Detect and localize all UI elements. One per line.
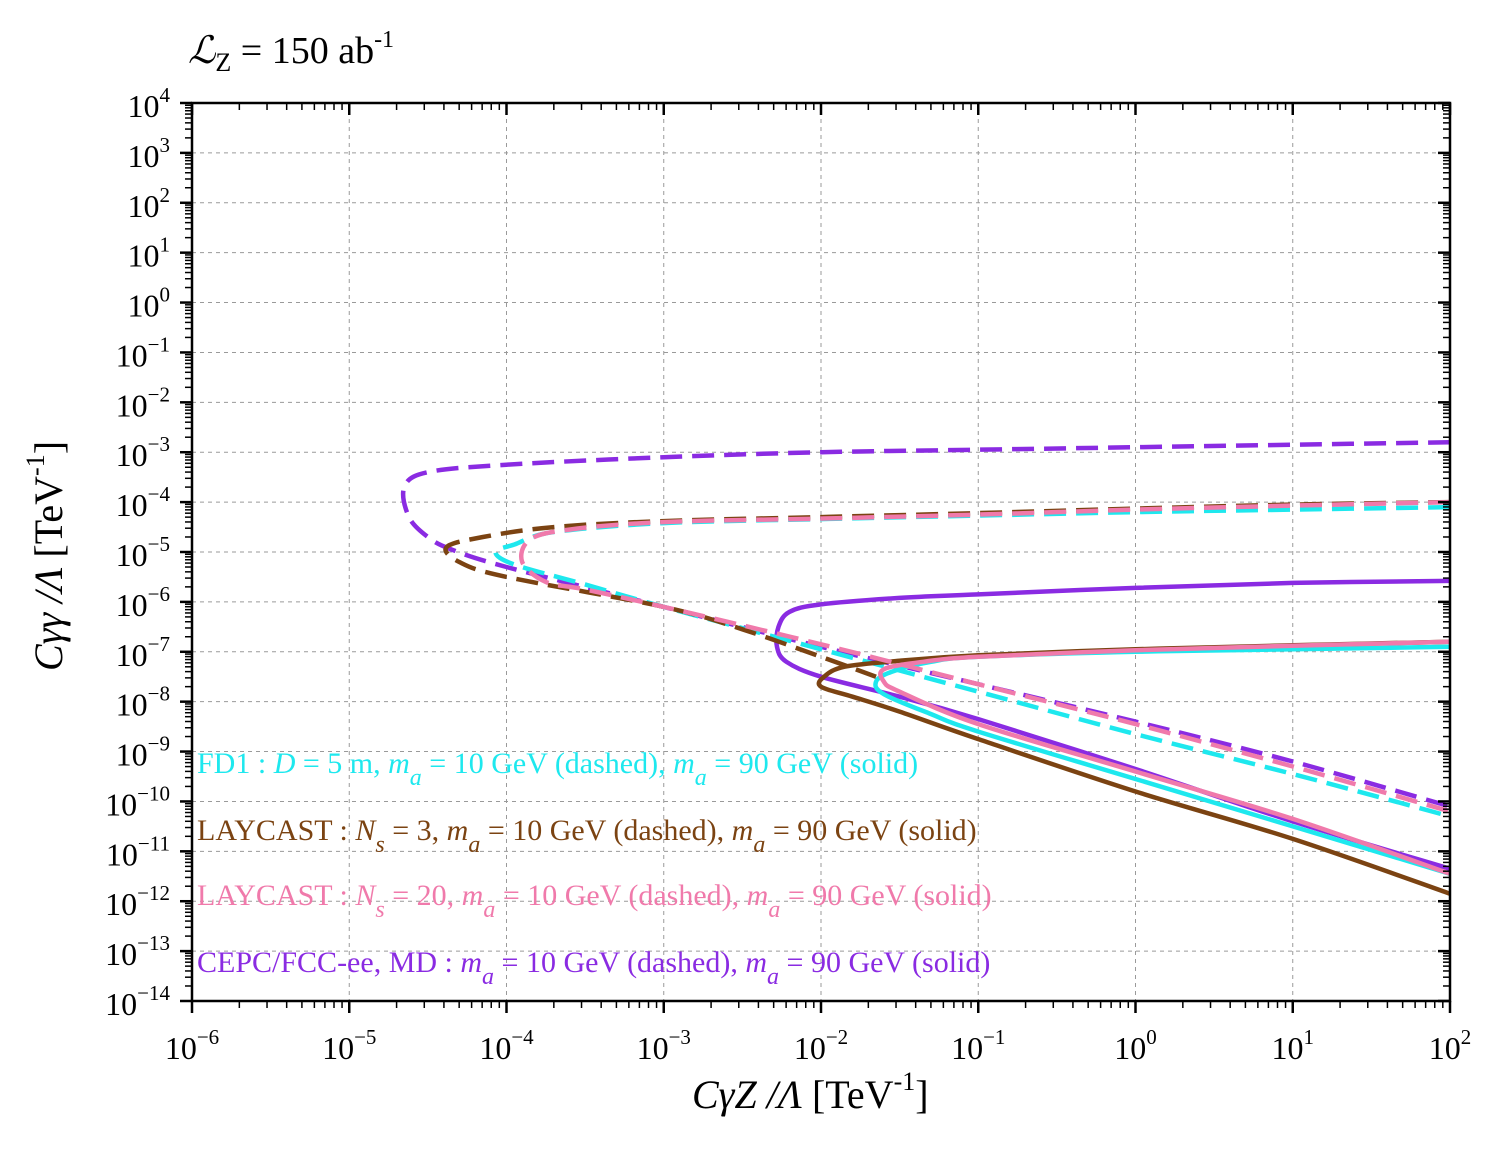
x-axis-label-unit: [TeV <box>802 1072 894 1117</box>
series-line-7 <box>878 639 1451 876</box>
x-axis-label-close: ] <box>915 1072 928 1117</box>
x-tick-label: 100 <box>1114 1025 1157 1066</box>
y-tick-label: 10−5 <box>116 532 170 573</box>
series-line-4 <box>443 499 1451 679</box>
y-tick-label: 10−2 <box>116 382 170 423</box>
title-subscript: Z <box>215 48 231 77</box>
x-tick-label: 10−2 <box>794 1025 848 1066</box>
x-axis-label-exp: -1 <box>894 1067 916 1096</box>
y-tick-labels: 10−14 10−13 10−12 10−11 10−10 10−9 10−8 10−7 10−… <box>105 83 170 1022</box>
y-tick-label: 10−3 <box>116 432 170 473</box>
x-tick-label: 101 <box>1272 1025 1315 1066</box>
y-axis-label-unit: [TeV <box>26 476 71 568</box>
y-tick-label: 102 <box>128 183 171 224</box>
x-tick-label: 10−6 <box>165 1025 219 1066</box>
x-tick-label: 10−3 <box>637 1025 691 1066</box>
y-axis-label: Cγγ /Λ [TeV-1] <box>21 441 71 671</box>
y-tick-label: 103 <box>128 133 171 174</box>
x-tick-label: 102 <box>1429 1025 1472 1066</box>
y-axis-label-main: Cγγ /Λ <box>26 568 71 671</box>
x-tick-labels: 10−6 10−5 10−4 10−3 10−2 10−1 100 101 102 <box>165 1025 1471 1066</box>
title-superscript: -1 <box>374 27 394 53</box>
series-line-0 <box>400 439 1451 809</box>
legend: FD1 : D = 5 m, ma = 10 GeV (dashed), ma … <box>197 747 992 990</box>
series-line-6 <box>518 499 1451 814</box>
y-tick-label: 100 <box>128 283 171 324</box>
x-axis-label-main: CγZ /Λ <box>692 1072 802 1117</box>
legend-entry-fd1: FD1 : D = 5 m, ma = 10 GeV (dashed), ma … <box>197 747 918 791</box>
title-symbol: ℒ <box>188 30 217 72</box>
y-tick-label: 10−1 <box>116 332 170 373</box>
x-tick-label: 10−5 <box>322 1025 376 1066</box>
y-tick-label: 10−14 <box>105 981 170 1022</box>
title-text: = 150 ab <box>231 30 374 72</box>
y-tick-label: 10−9 <box>116 732 170 773</box>
y-tick-label: 10−11 <box>106 831 170 872</box>
y-tick-label: 10−7 <box>116 632 170 673</box>
y-tick-label: 10−13 <box>105 931 170 972</box>
legend-entry-cepc: CEPC/FCC-ee, MD : ma = 10 GeV (dashed), … <box>197 946 990 990</box>
y-tick-label: 10−8 <box>116 682 170 723</box>
chart-title: ℒZ = 150 ab-1 <box>188 27 394 77</box>
y-tick-label: 10−10 <box>105 781 170 822</box>
y-tick-label: 104 <box>128 83 171 124</box>
y-axis-label-close: ] <box>26 441 71 454</box>
x-tick-label: 10−1 <box>951 1025 1005 1066</box>
y-tick-label: 101 <box>128 233 171 274</box>
tick-marks <box>180 101 1452 1013</box>
legend-entry-laycast20: LAYCAST : Ns = 20, ma = 10 GeV (dashed),… <box>197 879 992 923</box>
y-axis-label-exp: -1 <box>21 454 50 476</box>
x-axis-label: CγZ /Λ [TeV-1] <box>692 1067 929 1117</box>
y-tick-label: 10−4 <box>116 482 171 523</box>
series-group <box>400 439 1451 896</box>
y-tick-label: 10−6 <box>116 582 170 623</box>
y-tick-label: 10−12 <box>105 881 170 922</box>
x-tick-label: 10−4 <box>479 1025 534 1066</box>
grid <box>192 103 1450 1001</box>
legend-entry-laycast3: LAYCAST : Ns = 3, ma = 10 GeV (dashed), … <box>197 814 977 858</box>
